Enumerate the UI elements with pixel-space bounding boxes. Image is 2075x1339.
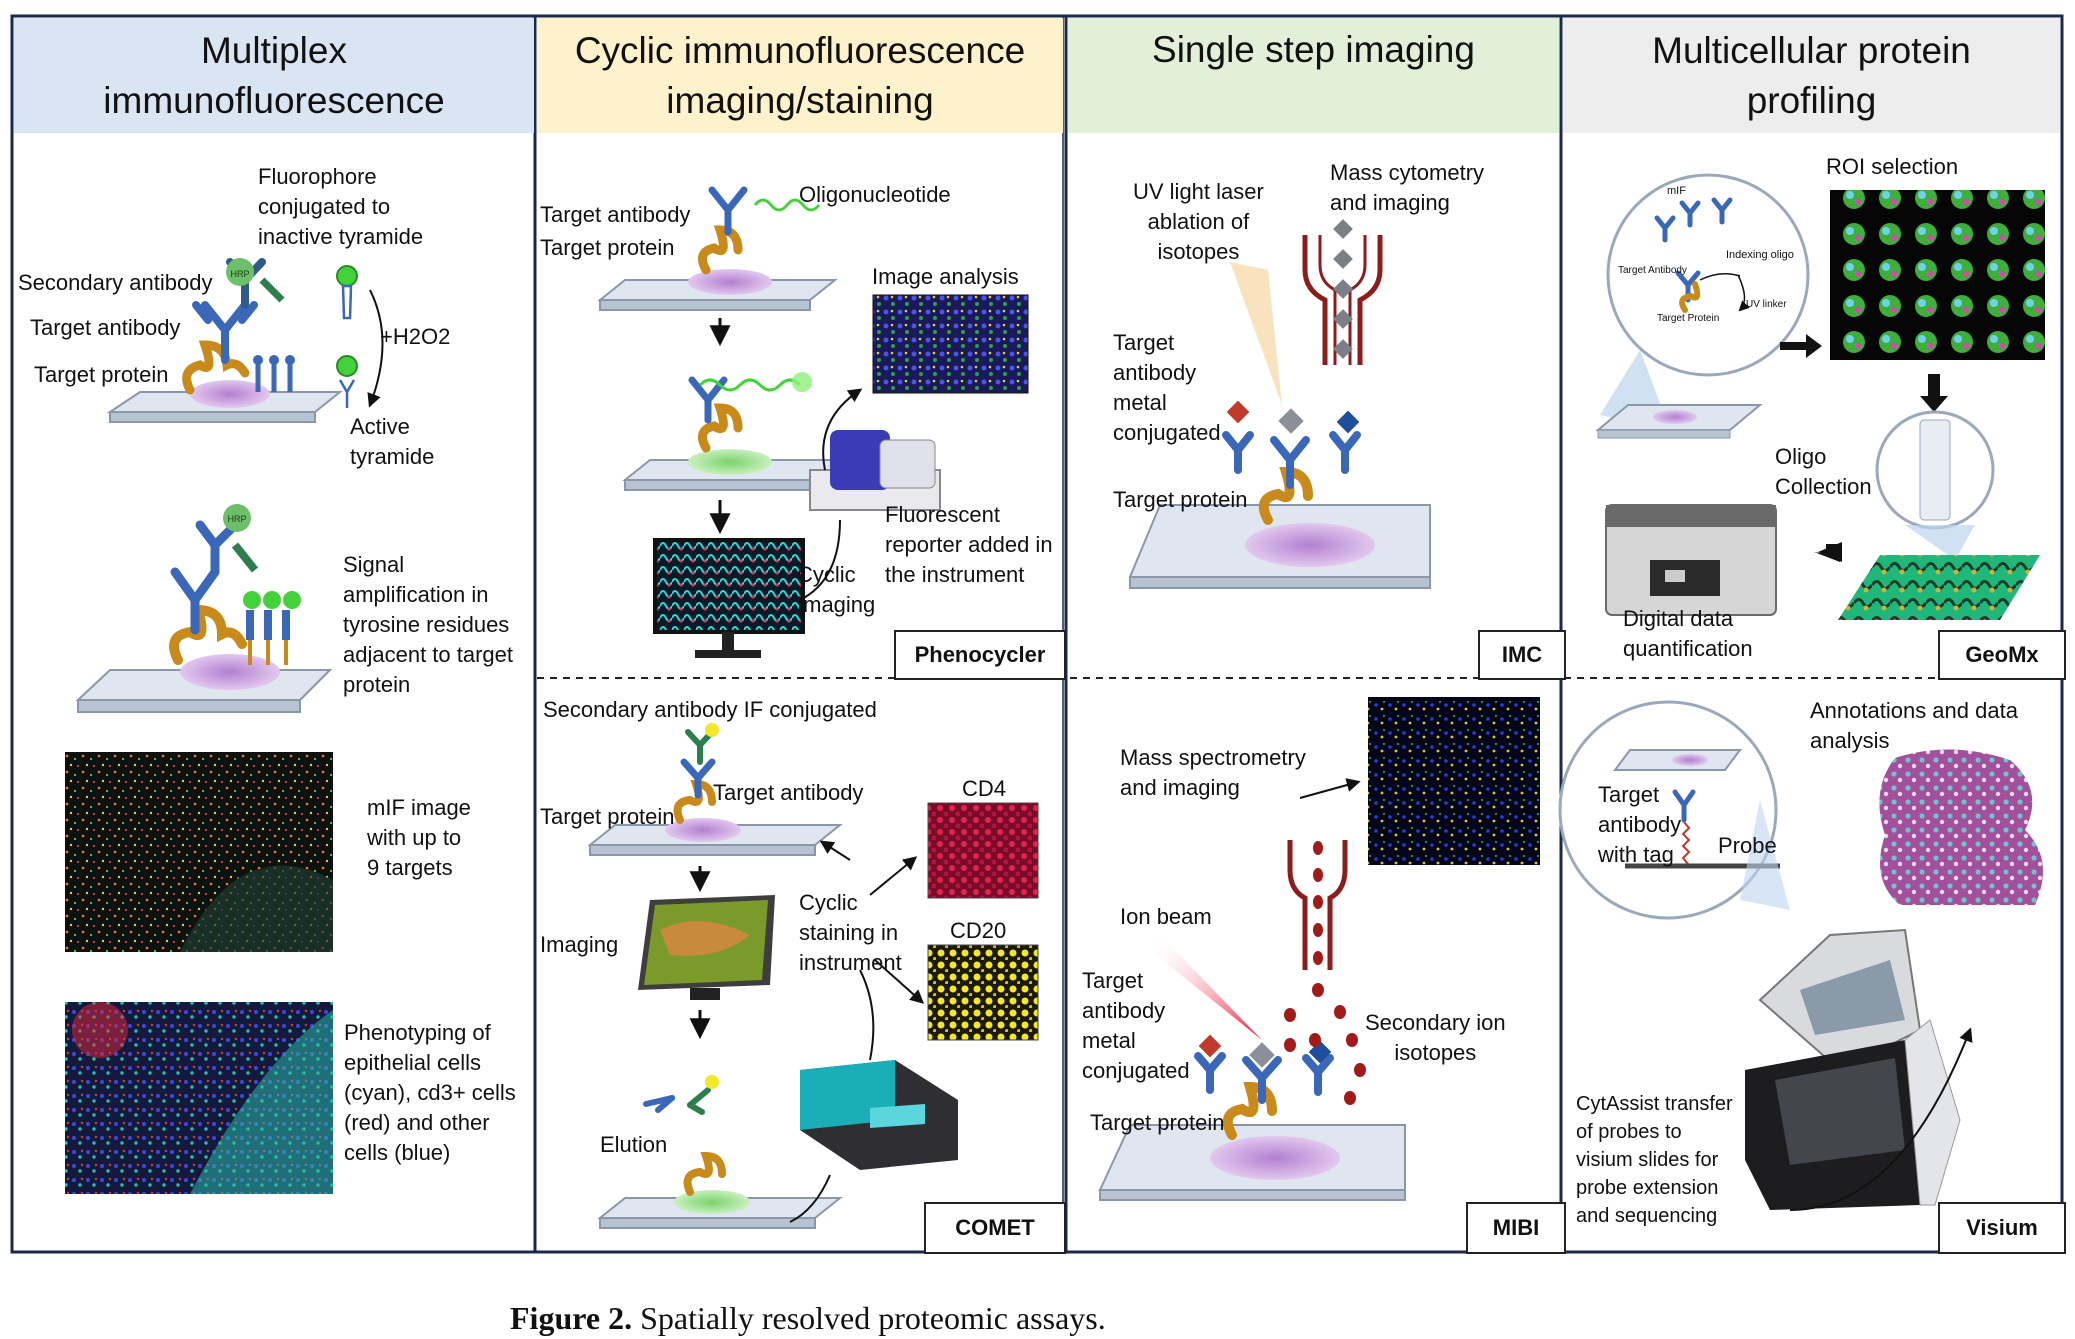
label-cyclic-staining: Cyclic staining in instrument [799,890,902,975]
panel-header-bg-multicellular [1563,18,2060,133]
label-target-antibody-small: Target Antibody [1618,265,1687,276]
label-cd20: CD20 [950,918,1007,943]
label-secondary-antibody: Secondary antibody [18,270,213,295]
label-fluorescent-reporter: Fluorescent reporter added in the instru… [885,502,1053,587]
label-pc-target-protein: Target protein [540,235,675,260]
comet-illustration [587,723,1039,1229]
label-ion-beam: Ion beam [1120,904,1212,929]
label-indexing-oligo: Indexing oligo [1726,249,1794,261]
label-signal-amplification: Signal amplification in tyrosine residue… [343,552,514,697]
tag-imc: IMC [1478,630,1566,680]
label-comet-target-protein: Target protein [540,804,675,829]
geomx-illustration [1595,173,2045,620]
label-oligo-collection: Oligo Collection [1775,444,1872,499]
label-mif-image: mIF image with up to 9 targets [367,795,471,880]
label-mass-spectrometry: Mass spectrometry and imaging [1120,745,1306,800]
panel-title-cyclic: Cyclic immunofluorescence imaging/staini… [574,30,1026,121]
label-fluorophore: Fluorophore conjugated to inactive tyram… [258,164,424,249]
caption-text: Spatially resolved proteomic assays. [632,1300,1106,1336]
label-probe: Probe [1718,833,1777,858]
panel-header-bg-single [1068,18,1559,133]
panel-title-multiplex: Multiplex immunofluorescence [103,30,445,121]
label-image-analysis: Image analysis [872,264,1019,289]
tag-phenocycler: Phenocycler [894,630,1066,680]
mibi-illustration [1098,697,1540,1201]
phenotyping-image-epithelium [190,1010,333,1194]
panel-header-bg-cyclic [537,18,1063,133]
label-pc-target-antibody: Target antibody [540,202,691,227]
label-oligonucleotide: Oligonucleotide [799,182,951,207]
tag-mibi: MIBI [1466,1202,1566,1254]
label-target-protein-small: Target Protein [1657,313,1720,324]
label-elution: Elution [600,1132,668,1157]
label-mibi-target-protein: Target protein [1090,1110,1225,1135]
panel-title-multicellular: Multicellular protein profiling [1652,30,1971,121]
mif-image-structure [180,865,333,952]
label-roi-selection: ROI selection [1826,154,1959,179]
label-comet-target-antibody: Target antibody [713,780,864,805]
hrp-label-2: HRP [227,514,246,524]
label-uv-laser: UV light laser ablation of isotopes [1133,179,1264,264]
label-digital-data: Digital data quantification [1623,606,1753,661]
multiplex-step1-illustration: HRP [106,258,384,423]
imc-illustration [1128,219,1431,589]
label-uv-linker: UV linker [1746,299,1787,310]
tag-comet: COMET [924,1202,1066,1254]
panel-title-single-step: Single step imaging [1152,29,1475,70]
label-cytassist: CytAssist transfer of probes to visium s… [1576,1093,1733,1227]
label-active-tyramide: Active tyramide [350,414,435,469]
label-cd4: CD4 [962,776,1007,801]
label-cyclic-imaging: Cyclic Imaging [797,562,876,617]
label-imaging: Imaging [540,932,619,957]
phenotyping-image-cd3 [72,1002,128,1058]
label-visium-target-antibody: Target antibody with tag [1598,782,1682,867]
tag-visium: Visium [1938,1202,2066,1254]
caption-label: Figure 2. [510,1300,633,1336]
label-secondary-if: Secondary antibody IF conjugated [543,697,877,722]
label-mass-cytometry: Mass cytometry and imaging [1330,160,1485,215]
label-phenotyping: Phenotyping of epithelial cells (cyan), … [344,1020,516,1165]
label-target-antibody: Target antibody [30,315,181,340]
label-annotations: Annotations and data analysis [1810,698,2018,753]
label-mif-small: mIF [1667,185,1686,197]
panel-header-bg-multiplex [14,18,534,133]
label-secondary-ion: Secondary ion isotopes [1365,1010,1506,1065]
figure-caption: Figure 2. Spatially resolved proteomic a… [510,1300,1106,1337]
label-imc-target-protein: Target protein [1113,487,1248,512]
visium-illustration [1558,700,2043,1211]
label-h2o2: +H2O2 [380,324,451,349]
hrp-label: HRP [230,269,249,279]
label-mibi-target-antibody: Target antibody metal conjugated [1082,968,1190,1083]
label-target-protein: Target protein [34,362,169,387]
tag-geomx: GeoMx [1938,630,2066,680]
multiplex-step2-illustration: HRP [75,504,333,713]
label-imc-target-antibody: Target antibody metal conjugated [1113,330,1221,445]
phenocycler-illustration [597,186,1029,658]
